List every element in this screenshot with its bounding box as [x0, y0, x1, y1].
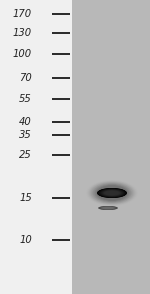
Ellipse shape	[103, 190, 121, 196]
Ellipse shape	[98, 206, 118, 210]
Ellipse shape	[91, 183, 133, 203]
Ellipse shape	[101, 207, 115, 209]
Ellipse shape	[105, 191, 119, 195]
Text: 35: 35	[19, 130, 32, 140]
Ellipse shape	[104, 191, 120, 196]
Text: 55: 55	[19, 94, 32, 104]
Ellipse shape	[102, 207, 114, 209]
Ellipse shape	[101, 207, 115, 209]
Ellipse shape	[103, 207, 113, 209]
Ellipse shape	[98, 206, 118, 210]
Text: 15: 15	[19, 193, 32, 203]
Text: 25: 25	[19, 150, 32, 160]
Ellipse shape	[103, 190, 121, 196]
Ellipse shape	[105, 191, 119, 196]
Ellipse shape	[101, 189, 123, 197]
Text: 70: 70	[19, 73, 32, 83]
Ellipse shape	[98, 188, 126, 198]
Text: 170: 170	[13, 9, 32, 19]
Ellipse shape	[92, 183, 132, 203]
Ellipse shape	[94, 184, 130, 202]
Text: 130: 130	[13, 28, 32, 38]
Ellipse shape	[99, 189, 125, 197]
Ellipse shape	[95, 185, 129, 201]
Ellipse shape	[105, 191, 120, 196]
Ellipse shape	[99, 206, 117, 210]
Ellipse shape	[100, 206, 116, 210]
Text: 10: 10	[19, 235, 32, 245]
Text: 100: 100	[13, 49, 32, 59]
Ellipse shape	[98, 188, 126, 198]
Ellipse shape	[102, 190, 123, 196]
Ellipse shape	[99, 189, 125, 197]
Ellipse shape	[103, 190, 121, 196]
Ellipse shape	[97, 186, 127, 201]
Ellipse shape	[101, 189, 123, 197]
Ellipse shape	[100, 206, 116, 210]
Ellipse shape	[100, 189, 124, 197]
Ellipse shape	[90, 182, 134, 204]
Ellipse shape	[96, 185, 128, 201]
Ellipse shape	[97, 188, 127, 198]
Ellipse shape	[99, 188, 126, 198]
Ellipse shape	[102, 190, 122, 196]
Ellipse shape	[104, 190, 120, 196]
Ellipse shape	[100, 189, 124, 197]
Ellipse shape	[100, 189, 124, 197]
Text: 40: 40	[19, 117, 32, 127]
Ellipse shape	[93, 183, 131, 203]
Ellipse shape	[102, 190, 122, 196]
Ellipse shape	[94, 184, 130, 202]
Ellipse shape	[99, 206, 117, 210]
Ellipse shape	[97, 188, 127, 198]
Bar	[0, 0, 72, 294]
Ellipse shape	[102, 207, 114, 209]
